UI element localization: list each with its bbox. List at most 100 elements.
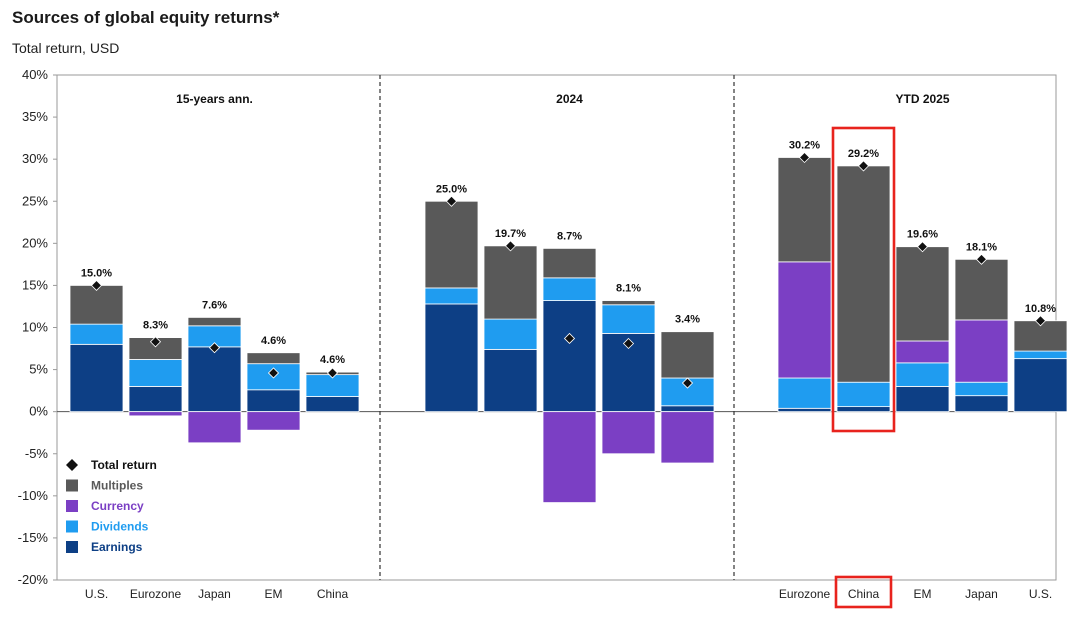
y-tick-label: 5% [29,362,48,377]
bar-segment-multiples [424,200,479,289]
data-label: 4.6% [261,335,286,347]
bar-segment-dividends [1013,350,1068,360]
total-return-marker [681,377,694,389]
bar-segment-multiples [954,258,1009,321]
y-tick-label: -10% [18,488,49,503]
y-tick-label: 15% [22,277,48,292]
total-return-marker [563,332,576,345]
legend-swatch-earnings [66,541,78,553]
category-label: Japan [198,587,231,601]
panel-title: 2024 [556,92,583,106]
bar-segment-multiples [483,245,538,320]
category-label: EM [265,587,283,601]
bar-segment-earnings [895,386,950,413]
y-tick-label: 40% [22,67,48,82]
legend-swatch-total [66,459,78,471]
y-tick-label: -5% [25,446,49,461]
bar-segment-multiples [246,352,301,365]
y-tick-label: 20% [22,235,48,250]
bar-segment-dividends [895,362,950,387]
bar-segment-multiples [187,316,242,327]
category-label: Eurozone [130,587,182,601]
bar-segment-currency [601,411,656,455]
total-return-marker [208,342,221,354]
data-label: 30.2% [789,139,820,151]
chart-title: Sources of global equity returns* [12,8,280,27]
y-tick-label: 10% [22,320,48,335]
legend-swatch-currency [66,500,78,512]
category-label: Eurozone [779,587,831,601]
data-label: 25.0% [436,183,467,195]
legend-label: Dividends [91,520,149,534]
category-label: EM [914,587,932,601]
category-label: China [848,587,880,601]
bar-segment-dividends [777,377,832,409]
y-tick-label: 0% [29,404,48,419]
highlight-box-label [834,575,893,609]
legend-swatch-multiples [66,479,78,492]
bar-segment-dividends [424,287,479,305]
bar-segment-earnings [1013,358,1068,413]
legend-label: Currency [91,499,144,513]
bar-segment-multiples [836,165,891,383]
category-label: U.S. [1029,587,1052,601]
bar-segment-earnings [424,303,479,413]
legend-swatch-dividends [66,520,78,533]
bar-segment-currency [246,411,301,431]
bar-segment-currency [187,411,242,444]
bar-segment-currency [895,340,950,364]
data-label: 3.4% [675,314,700,326]
bar-segment-multiples [601,300,656,306]
data-label: 18.1% [966,241,997,253]
bar-segment-earnings [777,407,832,413]
bar-segment-earnings [542,300,597,413]
bar-segment-currency [128,411,183,417]
data-label: 8.3% [143,320,168,332]
data-label: 10.8% [1025,303,1056,315]
data-label: 29.2% [848,148,879,160]
bar-segment-currency [542,411,597,503]
bar-segment-earnings [187,346,242,413]
total-return-marker [90,279,103,291]
bar-segment-dividends [836,381,891,408]
total-return-marker [1034,315,1047,327]
bar-segment-multiples [777,157,832,263]
bar-segment-multiples [542,247,597,279]
highlight-box [831,126,896,433]
panel-title: 15-years ann. [176,92,253,106]
bar-segment-multiples [660,331,715,379]
bar-segment-dividends [601,304,656,334]
total-return-marker [916,241,929,253]
total-return-marker [857,160,870,172]
total-return-marker [149,336,162,348]
legend-label: Multiples [91,479,143,493]
total-return-marker [975,253,988,265]
bar-segment-dividends [542,277,597,301]
y-tick-label: 35% [22,109,48,124]
bar-segment-earnings [128,386,183,413]
bar-segment-earnings [69,343,124,413]
bar-segment-currency [954,319,1009,383]
total-return-marker [798,151,811,164]
total-return-marker [504,240,517,252]
bar-segment-earnings [246,389,301,413]
chart-subtitle: Total return, USD [12,40,120,56]
data-label: 4.6% [320,354,345,366]
data-label: 15.0% [81,267,112,279]
bar-segment-earnings [836,406,891,413]
category-label: Japan [965,587,998,601]
bar-segment-currency [660,411,715,464]
bar-segment-dividends [954,381,1009,397]
total-return-marker [267,367,280,379]
y-tick-label: -15% [18,530,49,545]
legend-label: Total return [91,458,157,472]
total-return-marker [326,367,339,379]
category-label: U.S. [85,587,108,601]
y-tick-label: -20% [18,572,49,587]
total-return-marker [445,195,458,207]
panel-title: YTD 2025 [895,92,949,106]
bar-segment-dividends [483,318,538,350]
bar-segment-earnings [483,348,538,413]
bar-segment-dividends [128,359,183,387]
